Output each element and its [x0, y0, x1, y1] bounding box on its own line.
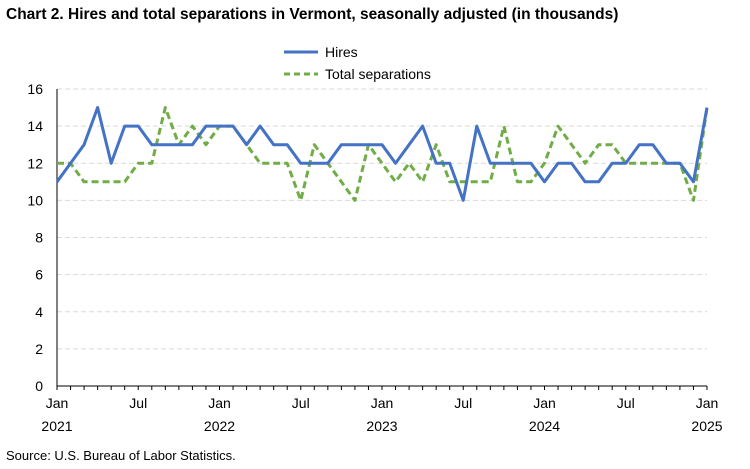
legend-label-hires: Hires	[325, 44, 358, 60]
x-tick-label-month: Jan	[533, 395, 556, 411]
x-tick-label-month: Jan	[208, 395, 231, 411]
x-tick-label-year: 2024	[529, 418, 560, 434]
x-tick-label-month: Jan	[46, 395, 69, 411]
x-tick-label-month: Jul	[129, 395, 147, 411]
series-line-separations	[57, 106, 709, 202]
y-tick-label: 8	[35, 230, 43, 246]
axes: 0 2 4 6 8 10 12 14 16 Jan 2021 Jul Jan 2022 Jul Jan 2023…	[27, 81, 722, 434]
gridlines	[57, 88, 707, 350]
y-tick-label: 10	[27, 192, 43, 208]
y-tick-label: 2	[35, 341, 43, 357]
x-tick-label-year: 2022	[204, 418, 235, 434]
x-tick-label-year: 2023	[366, 418, 397, 434]
source-note: Source: U.S. Bureau of Labor Statistics.	[6, 448, 236, 463]
x-tick-label-month: Jul	[292, 395, 310, 411]
legend: Hires Total separations	[284, 44, 431, 82]
x-tick-label-month: Jan	[371, 395, 394, 411]
series-lines	[55, 106, 709, 202]
legend-label-separations: Total separations	[325, 66, 431, 82]
y-tick-label: 14	[27, 118, 43, 134]
y-tick-label: 4	[35, 304, 43, 320]
x-tick-label-year: 2021	[41, 418, 72, 434]
x-tick-label-month: Jan	[696, 395, 719, 411]
x-tick-label-month: Jul	[617, 395, 635, 411]
chart-title: Chart 2. Hires and total separations in …	[6, 6, 619, 23]
y-tick-label: 6	[35, 267, 43, 283]
x-tick-label-year: 2025	[691, 418, 722, 434]
x-tick-label-month: Jul	[454, 395, 472, 411]
y-tick-label: 12	[27, 155, 43, 171]
y-tick-label: 0	[35, 378, 43, 394]
y-tick-label: 16	[27, 81, 43, 97]
